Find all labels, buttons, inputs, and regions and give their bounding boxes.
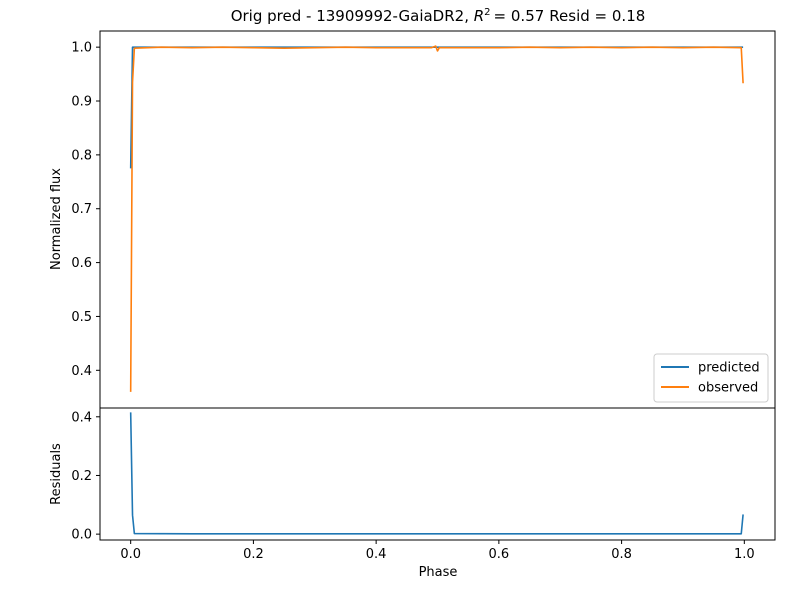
residuals-series-lines	[129, 412, 744, 535]
residuals-x-tick-label-0: 0.0	[120, 547, 141, 562]
flux-y-tick-label-4: 0.8	[71, 148, 92, 163]
flux-series-line-1	[129, 45, 744, 392]
flux-y-tick-label-5: 0.9	[71, 95, 92, 110]
residuals-x-tick-label-5: 1.0	[734, 547, 755, 562]
legend-label-observed: observed	[698, 381, 758, 396]
chart-title: Orig pred - 13909992-GaiaDR2, R2 = 0.57 Re…	[231, 7, 646, 25]
residuals-x-tick-label-2: 0.4	[366, 547, 387, 562]
residuals-y-tick-label-1: 0.2	[71, 469, 92, 484]
flux-series-lines	[129, 45, 744, 392]
residuals-panel: 0.0 0.2 0.4 0.0 0.2 0.4 0.6 0.8 1.0 Residuals P…	[49, 407, 776, 580]
residuals-y-axis-label: Residuals	[49, 443, 64, 505]
residuals-series-line-0	[129, 412, 744, 535]
residuals-axes-frame	[99, 407, 776, 541]
flux-y-tick-label-6: 1.0	[71, 41, 92, 56]
x-axis-label: Phase	[419, 565, 458, 580]
legend: predicted observed	[653, 353, 769, 403]
residuals-x-tick-label-1: 0.2	[243, 547, 264, 562]
flux-y-tick-label-1: 0.5	[71, 310, 92, 325]
residuals-x-tick-label-3: 0.6	[489, 547, 510, 562]
flux-y-ticks: 0.4 0.5 0.6 0.7 0.8 0.9 1.0	[71, 41, 100, 379]
residuals-y-ticks: 0.0 0.2 0.4	[71, 410, 100, 543]
flux-y-tick-label-0: 0.4	[71, 364, 92, 379]
residuals-x-ticks: 0.0 0.2 0.4 0.6 0.8 1.0	[120, 540, 755, 562]
flux-y-tick-label-2: 0.6	[71, 256, 92, 271]
legend-label-predicted: predicted	[698, 361, 760, 376]
residuals-y-tick-label-2: 0.4	[71, 410, 92, 425]
flux-y-tick-label-3: 0.7	[71, 202, 92, 217]
residuals-x-tick-label-4: 0.8	[611, 547, 632, 562]
residuals-y-tick-label-0: 0.0	[71, 528, 92, 543]
flux-y-axis-label: Normalized flux	[49, 168, 64, 270]
